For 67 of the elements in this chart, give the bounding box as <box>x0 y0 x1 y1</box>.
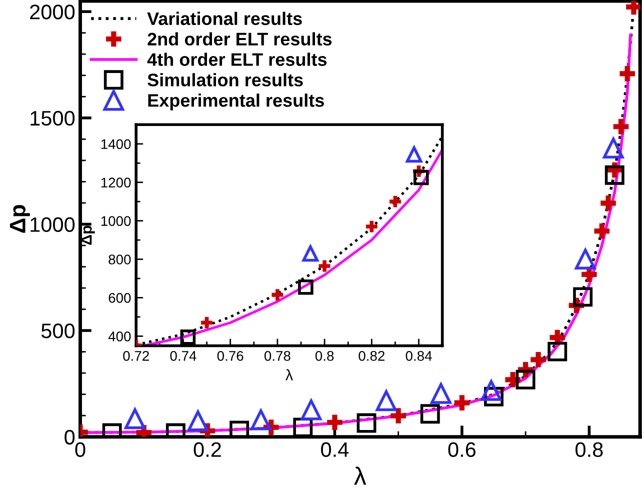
y-tick-label: 1200 <box>101 178 131 188</box>
point <box>366 220 378 232</box>
legend-label: Simulation results <box>148 73 303 86</box>
point <box>298 279 314 295</box>
x-axis-title: λ <box>354 466 366 485</box>
point <box>188 410 208 432</box>
point <box>390 408 406 424</box>
x-tick-label: 0 <box>75 442 86 458</box>
x-tick-label: 0.2 <box>194 442 221 458</box>
x-tick-label: 0.78 <box>264 351 290 361</box>
x-tick-label: 0.82 <box>358 351 384 361</box>
point <box>620 66 635 82</box>
x-tick-label: 0.84 <box>406 351 432 361</box>
x-tick-label: 0.72 <box>123 351 149 361</box>
point <box>420 404 440 424</box>
point <box>548 342 568 362</box>
point <box>480 380 502 401</box>
point <box>300 399 322 420</box>
point <box>613 118 629 134</box>
y-tick-label: 0 <box>64 430 75 445</box>
point <box>201 316 213 328</box>
point <box>530 352 546 368</box>
point <box>594 223 610 239</box>
x-axis-title: λ <box>286 369 293 380</box>
point <box>250 409 272 430</box>
point <box>600 196 616 211</box>
y-tick-label: 2000 <box>30 4 75 20</box>
y-tick-label: 600 <box>108 293 131 303</box>
x-tick-label: 0.6 <box>448 442 476 458</box>
point <box>573 287 593 307</box>
x-tick-label: 0.8 <box>315 351 334 361</box>
point <box>574 248 596 270</box>
y-tick-label: 500 <box>41 324 75 338</box>
x-tick-label: 0.76 <box>217 351 244 361</box>
y-tick-label: 800 <box>108 254 131 264</box>
y-tick-label: 1000 <box>30 217 75 232</box>
point <box>505 372 520 388</box>
y-tick-label: 1000 <box>101 216 131 226</box>
point <box>626 0 640 15</box>
point <box>604 165 624 185</box>
point <box>454 395 470 410</box>
point <box>430 383 452 404</box>
x-tick-label: 0.8 <box>576 442 603 458</box>
point <box>327 414 342 430</box>
point <box>376 390 397 412</box>
x-tick-label: 0.74 <box>170 351 196 361</box>
point <box>180 329 196 345</box>
y-tick-label: 1500 <box>30 110 75 126</box>
legend-label: 4th order ELT results <box>147 52 327 66</box>
point <box>356 413 376 433</box>
point <box>516 370 536 390</box>
y-axis-title: Δp <box>81 226 95 245</box>
y-tick-label: 1400 <box>101 139 131 150</box>
point <box>124 408 146 430</box>
point <box>302 245 319 262</box>
point <box>389 196 401 208</box>
point <box>318 260 330 272</box>
legend-label: Experimental results <box>148 94 324 110</box>
point <box>602 138 624 159</box>
y-tick-label: 400 <box>108 331 131 342</box>
point <box>272 289 284 301</box>
legend-label: Variational results <box>147 12 302 26</box>
y-axis-title: Δp <box>10 205 30 233</box>
point <box>413 170 429 186</box>
legend-label: 2nd order ELT results <box>148 32 332 46</box>
x-tick-label: 0.4 <box>321 442 349 458</box>
point <box>406 146 422 163</box>
